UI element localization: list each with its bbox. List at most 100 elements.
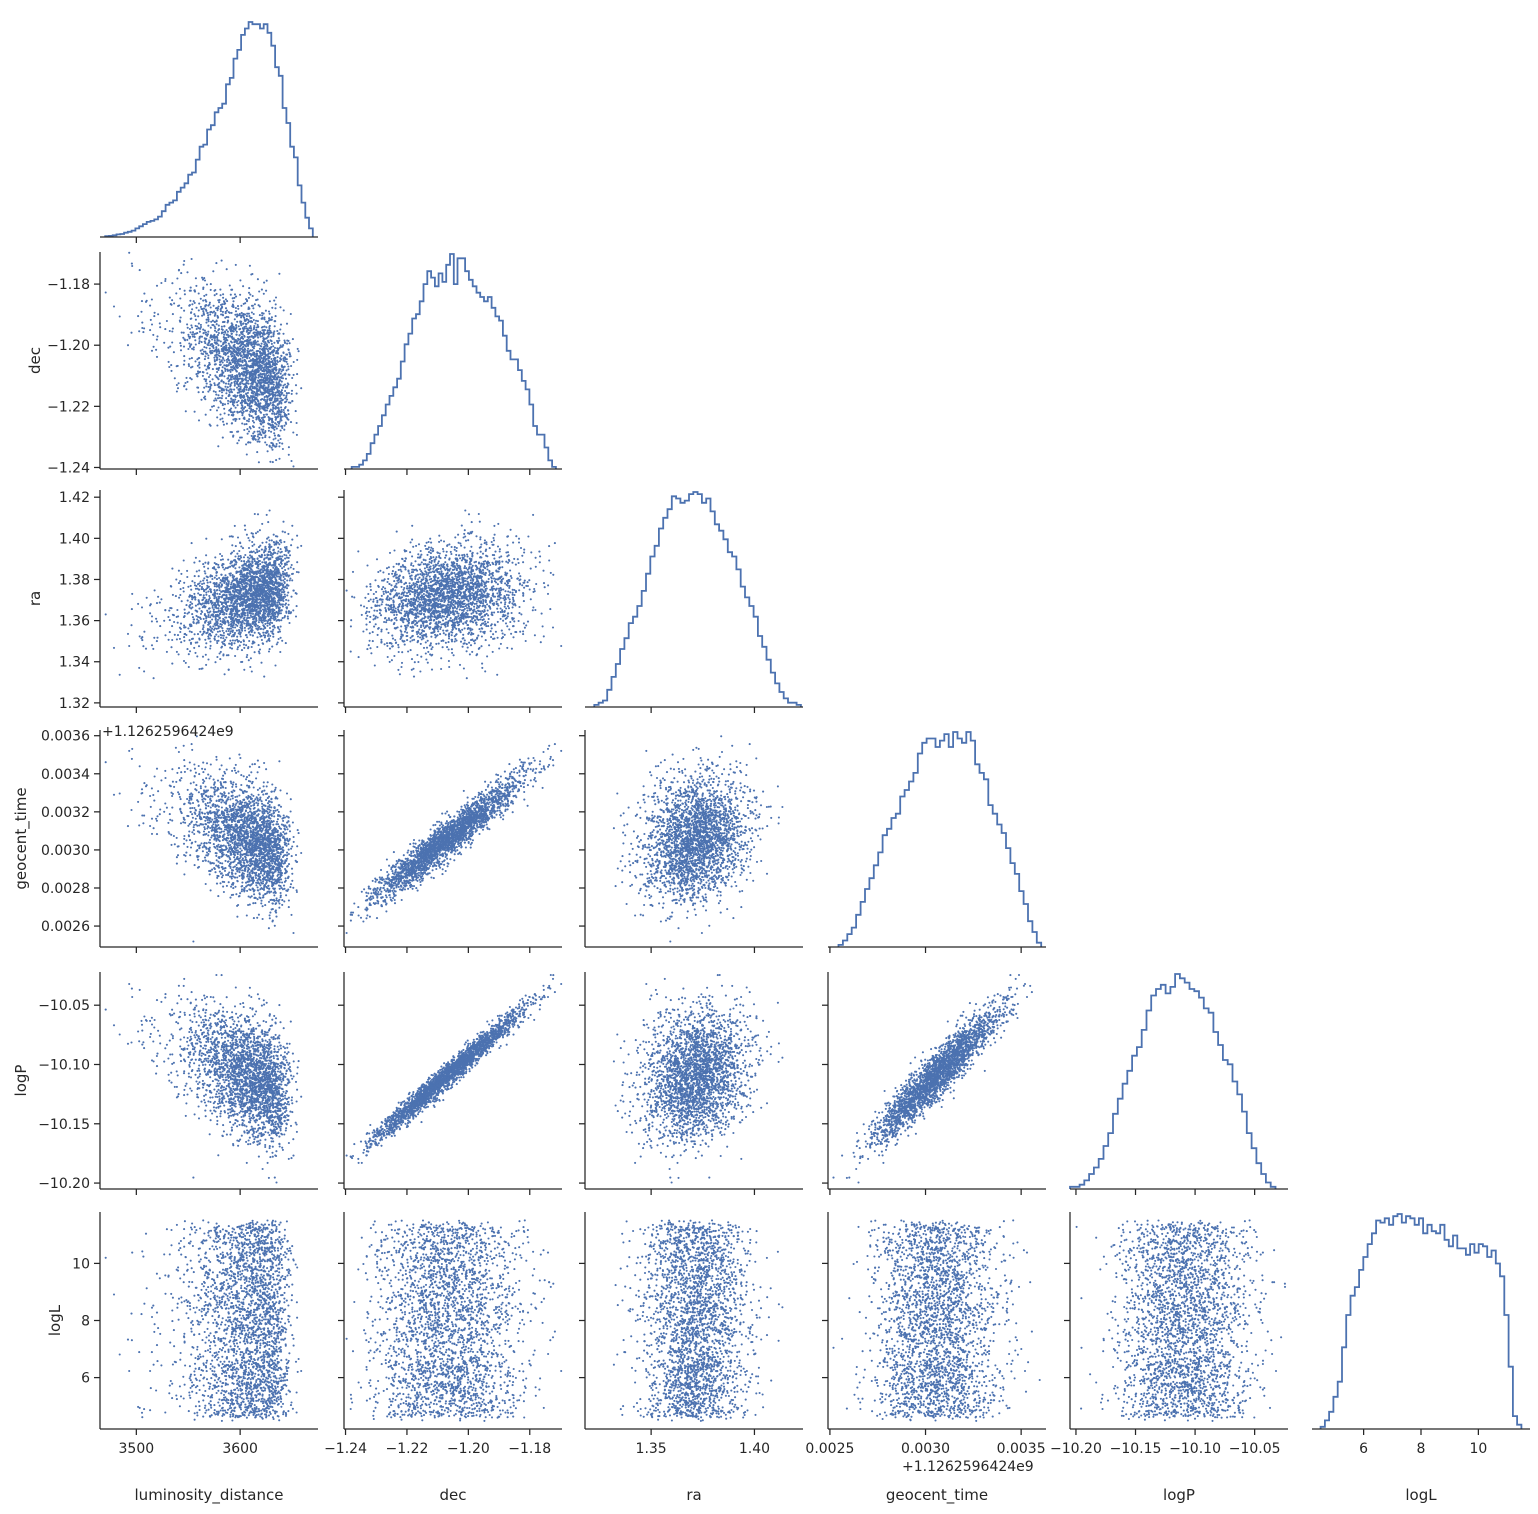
scatter-point: [208, 362, 210, 364]
scatter-point: [286, 417, 288, 419]
scatter-point: [252, 364, 254, 366]
scatter-point: [228, 379, 230, 381]
scatter-point: [242, 338, 244, 340]
scatter-point: [288, 446, 290, 448]
scatter-point: [267, 389, 269, 391]
scatter-point: [212, 324, 214, 326]
scatter-point: [218, 352, 220, 354]
scatter-point: [240, 344, 242, 346]
scatter-point: [281, 392, 283, 394]
scatter-point: [268, 348, 270, 350]
scatter-point: [260, 391, 262, 393]
scatter-point: [218, 301, 220, 303]
scatter-point: [295, 410, 297, 412]
scatter-point: [220, 620, 222, 622]
scatter-point: [261, 335, 263, 337]
scatter-point: [201, 277, 203, 279]
scatter-point: [225, 345, 227, 347]
scatter-point: [237, 355, 239, 357]
scatter-point: [261, 317, 263, 319]
scatter-point: [250, 409, 252, 411]
scatter-point: [209, 389, 211, 391]
scatter-point: [241, 414, 243, 416]
scatter-point: [212, 312, 214, 314]
scatter-point: [163, 342, 165, 344]
scatter-point: [223, 375, 225, 377]
scatter-point: [206, 312, 208, 314]
scatter-point: [214, 289, 216, 291]
scatter-point: [269, 423, 271, 425]
scatter-point: [279, 395, 281, 397]
scatter-point: [253, 313, 255, 315]
scatter-points: [105, 509, 303, 679]
scatter-point: [271, 413, 273, 415]
scatter-point: [291, 390, 293, 392]
scatter-point: [278, 458, 280, 460]
scatter-point: [194, 289, 196, 291]
scatter-point: [272, 386, 274, 388]
scatter-point: [250, 359, 252, 361]
scatter-point: [191, 580, 193, 582]
scatter-point: [169, 297, 171, 299]
scatter-point: [215, 349, 217, 351]
scatter-point: [250, 343, 252, 345]
scatter-point: [240, 407, 242, 409]
scatter-point: [262, 425, 264, 427]
scatter-point: [241, 342, 243, 344]
scatter-point: [255, 364, 257, 366]
scatter-point: [264, 404, 266, 406]
scatter-point: [243, 365, 245, 367]
scatter-point: [193, 593, 195, 595]
scatter-point: [268, 417, 270, 419]
scatter-point: [258, 430, 260, 432]
scatter-point: [276, 373, 278, 375]
scatter-point: [171, 341, 173, 343]
scatter-point: [219, 630, 221, 632]
scatter-point: [276, 387, 278, 389]
scatter-point: [216, 353, 218, 355]
scatter-point: [288, 454, 290, 456]
scatter-point: [238, 328, 240, 330]
scatter-point: [201, 315, 203, 317]
scatter-point: [236, 442, 238, 444]
scatter-point: [239, 388, 241, 390]
scatter-point: [149, 305, 151, 307]
scatter-point: [250, 389, 252, 391]
scatter-point: [263, 384, 265, 386]
scatter-point: [271, 449, 273, 451]
scatter-point: [264, 389, 266, 391]
scatter-point: [270, 340, 272, 342]
scatter-point: [280, 411, 282, 413]
scatter-point: [262, 437, 264, 439]
scatter-point: [228, 359, 230, 361]
scatter-point: [208, 303, 210, 305]
scatter-point: [276, 416, 278, 418]
scatter-point: [213, 405, 215, 407]
scatter-point: [268, 404, 270, 406]
scatter-point: [282, 448, 284, 450]
scatter-point: [205, 331, 207, 333]
scatter-point: [221, 370, 223, 372]
scatter-point: [205, 294, 207, 296]
scatter-point: [268, 394, 270, 396]
scatter-point: [258, 427, 260, 429]
scatter-point: [216, 342, 218, 344]
scatter-point: [283, 360, 285, 362]
scatter-point: [208, 376, 210, 378]
scatter-point: [263, 356, 265, 358]
scatter-point: [239, 374, 241, 376]
scatter-point: [229, 344, 231, 346]
scatter-point: [287, 615, 289, 617]
scatter-point: [215, 391, 217, 393]
scatter-point: [246, 377, 248, 379]
scatter-point: [189, 300, 191, 302]
scatter-point: [183, 385, 185, 387]
scatter-point: [258, 402, 260, 404]
scatter-point: [224, 303, 226, 305]
scatter-point: [207, 635, 209, 637]
scatter-point: [266, 344, 268, 346]
scatter-point: [247, 537, 249, 539]
scatter-point: [238, 342, 240, 344]
scatter-point: [261, 343, 263, 345]
scatter-point: [226, 361, 228, 363]
